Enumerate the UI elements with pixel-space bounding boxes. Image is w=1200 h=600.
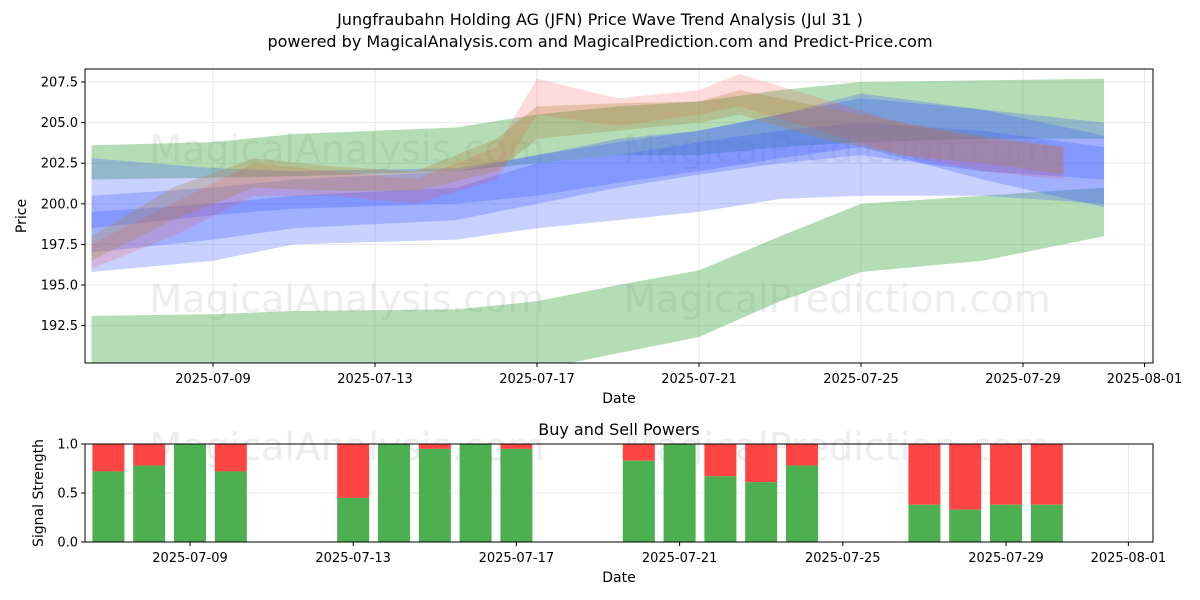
sell-bar <box>92 444 125 472</box>
buy-bar <box>214 471 247 542</box>
buy-bar <box>663 444 696 542</box>
buy-bar <box>745 482 778 542</box>
figure-subtitle: powered by MagicalAnalysis.com and Magic… <box>267 32 933 51</box>
figure-title: Jungfraubahn Holding AG (JFN) Price Wave… <box>337 10 863 29</box>
y-tick-label: 207.5 <box>41 75 78 90</box>
buy-bar <box>459 444 492 542</box>
x-tick-label: 2025-07-13 <box>315 551 391 566</box>
price-wave-chart: MagicalAnalysis.com MagicalPrediction.com… <box>14 68 1183 407</box>
sell-bar <box>949 444 982 510</box>
wave-band-3 <box>91 122 1104 272</box>
x-axis-label: Date <box>602 570 635 586</box>
sell-bar <box>704 444 737 477</box>
wave-bands <box>91 73 1104 363</box>
y-tick-label: 192.5 <box>41 319 78 334</box>
sell-bar <box>786 444 818 466</box>
x-tick-label: 2025-07-25 <box>823 372 899 387</box>
buy-bar <box>1030 504 1063 542</box>
wave-band-6 <box>91 73 1064 269</box>
buy-bar <box>92 471 125 542</box>
y-tick-label: 0.5 <box>57 487 78 502</box>
y-axis-label: Signal Strength <box>31 439 47 547</box>
sell-bar <box>745 444 778 483</box>
y-tick-label: 205.0 <box>41 116 78 131</box>
x-axis-label: Date <box>602 391 635 407</box>
wave-band-2 <box>91 78 1104 180</box>
y-tick-label: 195.0 <box>41 279 78 294</box>
buy-bar <box>174 444 206 542</box>
buy-bar <box>990 504 1022 542</box>
sell-bar <box>500 444 533 449</box>
x-tick-label: 2025-07-25 <box>805 551 881 566</box>
wave-band-1 <box>91 187 1104 363</box>
x-tick-label: 2025-07-29 <box>968 551 1044 566</box>
wave-band-4 <box>91 98 1104 253</box>
sell-bar <box>1030 444 1063 505</box>
sell-bar <box>990 444 1022 505</box>
wave-band-7 <box>91 90 1064 261</box>
x-tick-label: 2025-07-09 <box>152 551 228 566</box>
plot-area <box>85 69 1153 363</box>
x-tick-label: 2025-07-21 <box>661 372 737 387</box>
sell-bar <box>908 444 941 505</box>
x-tick-label: 2025-07-17 <box>479 551 555 566</box>
watermark-text: MagicalPrediction.com <box>623 277 1051 321</box>
buy-sell-chart: MagicalAnalysis.comMagicalPrediction.com… <box>31 420 1166 586</box>
wave-band-5 <box>91 93 1104 229</box>
x-tick-label: 2025-07-09 <box>175 372 251 387</box>
buy-bar <box>622 460 655 542</box>
buy-bar <box>337 497 370 542</box>
sell-bar <box>418 444 451 449</box>
buy-bar <box>786 465 818 542</box>
subplot-title: Buy and Sell Powers <box>538 420 700 439</box>
x-tick-label: 2025-07-29 <box>985 372 1061 387</box>
watermark-text: MagicalAnalysis.com <box>149 127 544 171</box>
y-tick-label: 197.5 <box>41 238 78 253</box>
buy-bar <box>949 509 982 542</box>
watermark-text: MagicalAnalysis.com <box>149 277 544 321</box>
plot-frame <box>84 68 1154 364</box>
y-tick-label: 200.0 <box>41 197 78 212</box>
x-tick-label: 2025-07-13 <box>337 372 413 387</box>
sell-bar <box>133 444 166 466</box>
buy-bar <box>704 476 737 542</box>
x-tick-label: 2025-08-01 <box>1091 551 1167 566</box>
buy-bar <box>500 448 533 542</box>
y-axis-label: Price <box>14 199 30 233</box>
buy-bar <box>378 444 410 542</box>
x-tick-label: 2025-07-17 <box>499 372 575 387</box>
buy-bar <box>908 504 941 542</box>
sell-bar <box>337 444 370 498</box>
x-tick-label: 2025-07-21 <box>642 551 718 566</box>
y-tick-label: 202.5 <box>41 157 78 172</box>
watermark-text: MagicalPrediction.com <box>623 127 1051 171</box>
buy-bar <box>418 448 451 542</box>
y-tick-label: 1.0 <box>57 438 78 453</box>
buy-bar <box>133 465 166 542</box>
x-tick-label: 2025-08-01 <box>1107 372 1183 387</box>
y-tick-label: 0.0 <box>57 536 78 551</box>
sell-bar <box>214 444 247 472</box>
sell-bar <box>622 444 655 461</box>
